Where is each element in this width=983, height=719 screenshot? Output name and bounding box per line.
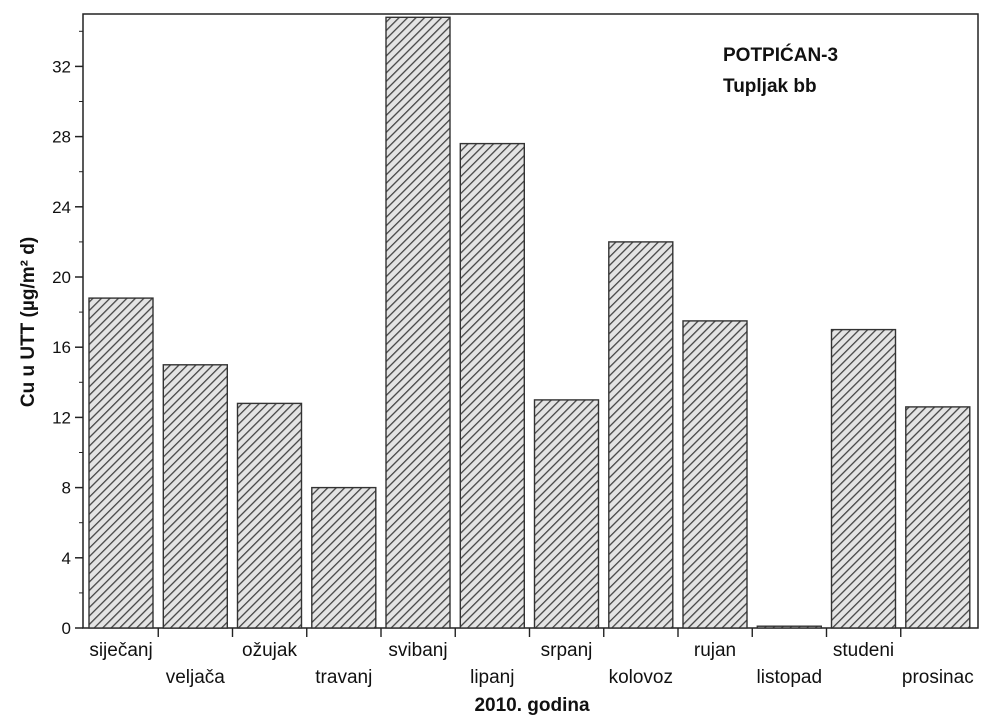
x-label-1-veljaca: veljača bbox=[166, 667, 226, 688]
x-label-3-travanj: travanj bbox=[315, 667, 372, 688]
x-label-10-studeni: studeni bbox=[833, 640, 894, 661]
annotation-group: POTPIĆAN-3 Tupljak bb bbox=[723, 44, 838, 97]
annotation-line-2: Tupljak bb bbox=[723, 76, 817, 97]
bar-5-lipanj bbox=[459, 142, 525, 629]
y-tick-label-0: 0 bbox=[62, 619, 71, 638]
x-label-9-listopad: listopad bbox=[757, 667, 823, 688]
bar-3-travanj bbox=[311, 486, 377, 629]
y-tick-label-16: 16 bbox=[52, 338, 71, 357]
plot-frame bbox=[82, 13, 979, 629]
y-tick-label-12: 12 bbox=[52, 408, 71, 427]
x-label-8-rujan: rujan bbox=[694, 640, 736, 661]
x-label-5-lipanj: lipanj bbox=[470, 667, 514, 688]
y-tick-label-32: 32 bbox=[52, 57, 71, 76]
y-tick-label-20: 20 bbox=[52, 268, 71, 287]
y-tick-label-24: 24 bbox=[52, 198, 71, 217]
bar-9-listopad bbox=[756, 625, 822, 629]
bar-0-sijecanj bbox=[88, 297, 154, 629]
y-axis-title: Cu u UTT (µg/m² d) bbox=[18, 237, 39, 407]
bar-7-kolovoz bbox=[608, 241, 674, 629]
bar-8-rujan bbox=[682, 320, 748, 629]
x-label-4-svibanj: svibanj bbox=[388, 640, 447, 661]
y-tick-label-28: 28 bbox=[52, 128, 71, 147]
annotation-line-1: POTPIĆAN-3 bbox=[723, 44, 838, 66]
y-tick-label-4: 4 bbox=[62, 549, 71, 568]
bar-4-svibanj bbox=[385, 16, 451, 629]
x-label-2-ozujak: ožujak bbox=[242, 640, 297, 661]
y-tick-label-8: 8 bbox=[62, 479, 71, 498]
x-label-7-kolovoz: kolovoz bbox=[609, 667, 673, 688]
x-label-11-prosinac: prosinac bbox=[902, 667, 974, 688]
x-axis-title: 2010. godina bbox=[474, 695, 590, 716]
bar-1-veljaca bbox=[162, 364, 229, 629]
bars-group bbox=[88, 16, 971, 629]
x-axis: siječanj veljača ožujak travanj svibanj lipan… bbox=[89, 628, 974, 688]
x-label-0-sijecanj: siječanj bbox=[89, 640, 152, 661]
bar-6-srpanj bbox=[533, 399, 600, 629]
bar-10-studeni bbox=[830, 328, 897, 629]
bar-11-prosinac bbox=[905, 406, 971, 629]
y-axis: 0 4 8 12 16 20 24 28 32 bbox=[52, 30, 83, 638]
bar-2-ozujak bbox=[236, 402, 303, 629]
x-label-6-srpanj: srpanj bbox=[541, 640, 593, 661]
